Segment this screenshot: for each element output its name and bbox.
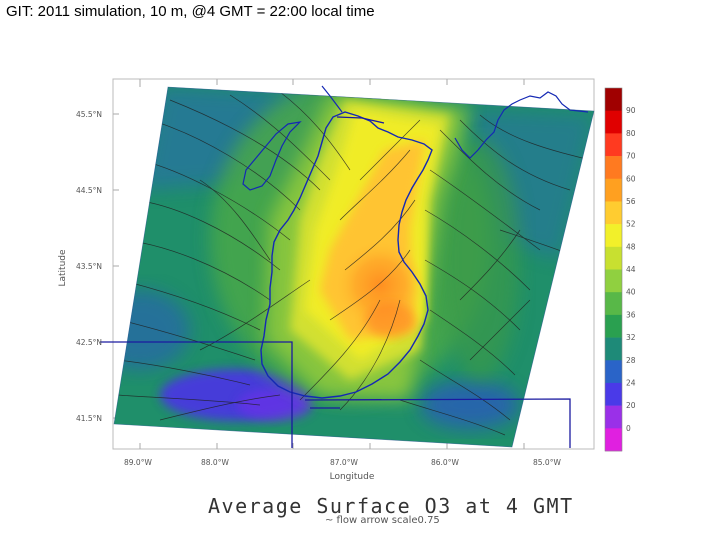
colorbar-swatch (605, 246, 622, 270)
colorbar-swatch (605, 156, 622, 180)
colorbar-label: 24 (626, 378, 636, 387)
lat-tick-label: 42.5°N (76, 338, 102, 347)
colorbar-label: 20 (626, 401, 636, 410)
colorbar-label: 48 (626, 242, 636, 251)
lat-tick-labels: 45.5°N 44.5°N 43.5°N 42.5°N 41.5°N (76, 110, 102, 423)
colorbar-swatch (605, 405, 622, 429)
colorbar-swatch (605, 133, 622, 157)
colorbar-label: 56 (626, 197, 636, 206)
colorbar-swatch (605, 360, 622, 384)
ozone-field (114, 87, 594, 447)
lon-tick-label: 88.0°W (201, 458, 229, 467)
colorbar-label: 32 (626, 333, 636, 342)
green-bay-outline (242, 121, 302, 191)
colorbar-label: 90 (626, 106, 636, 115)
lon-tick-label: 85.0°W (533, 458, 561, 467)
colorbar-swatch (605, 224, 622, 248)
colorbar-label: 60 (626, 174, 636, 183)
plot-frame (112, 78, 595, 450)
colorbar-label: 70 (626, 152, 636, 161)
colorbar-swatch (605, 110, 622, 134)
colorbar-swatch (605, 201, 622, 225)
colorbar-label: 80 (626, 129, 636, 138)
flow-streamlines (117, 91, 591, 436)
colorbar-swatch (605, 382, 622, 406)
colorbar-swatch (605, 269, 622, 293)
lon-tick-label: 89.0°W (124, 458, 152, 467)
lon-tick-label: 86.0°W (431, 458, 459, 467)
lat-tick-label: 43.5°N (76, 262, 102, 271)
colorbar: 90 80 70 60 56 52 48 44 40 36 32 28 24 20 0 (604, 87, 636, 452)
lat-tick-label: 45.5°N (76, 110, 102, 119)
lake-michigan-outline (260, 111, 433, 399)
colorbar-swatch (605, 337, 622, 361)
model-domain-edge (113, 86, 595, 448)
colorbar-border (604, 87, 623, 452)
state-borders (100, 116, 571, 448)
colorbar-label: 36 (626, 310, 636, 319)
colorbar-swatch (605, 428, 622, 452)
axis-ticks (113, 79, 525, 449)
colorbar-swatch (605, 88, 622, 111)
lake-superior-shore (321, 85, 343, 113)
lat-tick-label: 44.5°N (76, 186, 102, 195)
map-subtitle: ~ flow arrow scale0.75 (325, 515, 440, 526)
colorbar-label: 0 (626, 424, 631, 433)
x-axis-label: Longitude (330, 472, 375, 482)
colorbar-label: 28 (626, 356, 636, 365)
slide-title: GIT: 2011 simulation, 10 m, @4 GMT = 22:… (6, 3, 375, 20)
lon-tick-labels: 89.0°W 88.0°W 87.0°W 86.0°W 85.0°W (124, 458, 561, 467)
lat-tick-label: 41.5°N (76, 414, 102, 423)
colorbar-label: 40 (626, 288, 636, 297)
y-axis-label: Latitude (58, 249, 68, 287)
colorbar-label: 52 (626, 220, 636, 229)
colorbar-swatch (605, 314, 622, 338)
lon-tick-label: 87.0°W (330, 458, 358, 467)
colorbar-label: 44 (626, 265, 636, 274)
map-title: Average Surface O3 at 4 GMT (208, 494, 574, 518)
colorbar-swatch (605, 292, 622, 316)
colorbar-swatch (605, 178, 622, 202)
michigan-coast-north (454, 91, 589, 159)
